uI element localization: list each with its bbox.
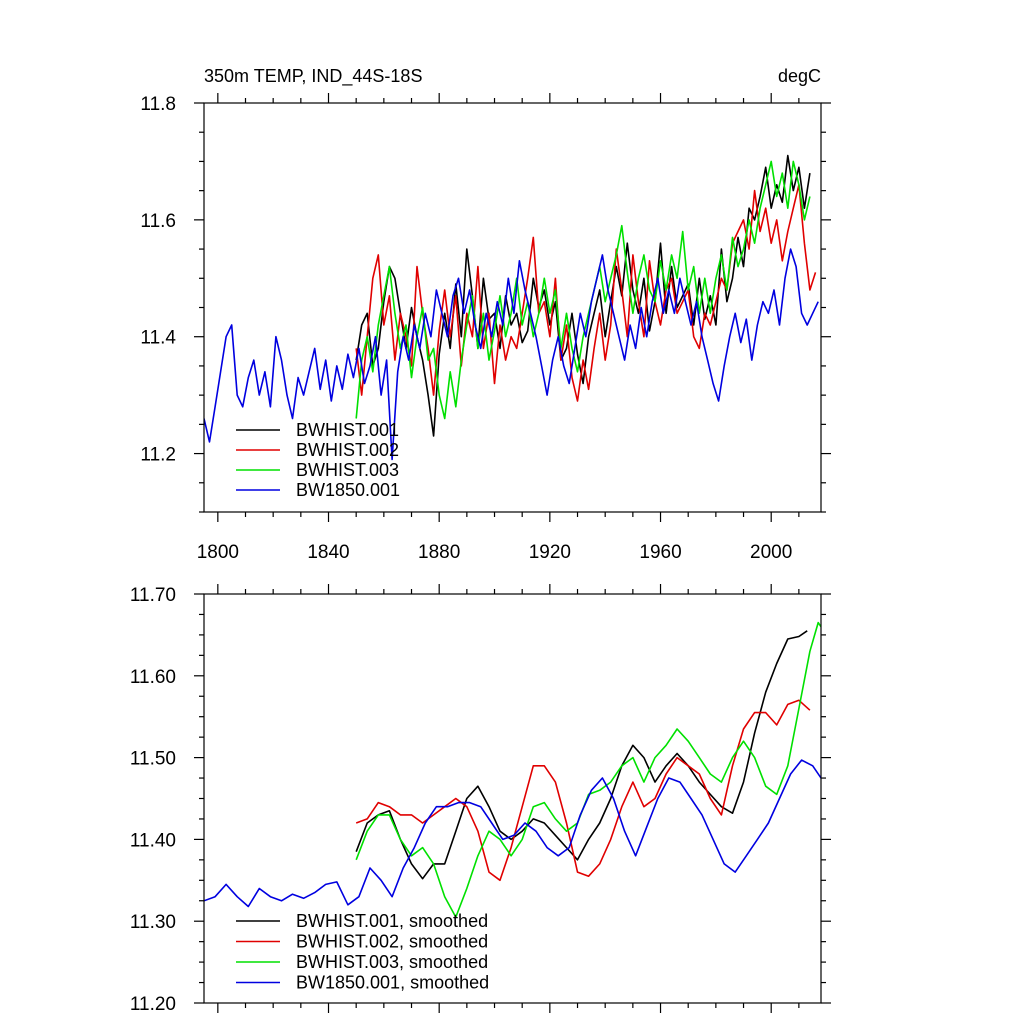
series-line-3 xyxy=(355,160,811,420)
y-tick-label: 11.50 xyxy=(130,749,176,770)
legend-label: BWHIST.003, smoothed xyxy=(296,952,488,972)
y-tick-label: 11.6 xyxy=(140,211,176,232)
legend-label: BW1850.001 xyxy=(296,480,400,500)
top-chart-title: 350m TEMP, IND_44S-18S xyxy=(204,66,422,87)
x-tick-label: 2000 xyxy=(750,542,792,563)
legend-label: BWHIST.002, smoothed xyxy=(296,932,488,952)
series-line-2 xyxy=(355,184,817,402)
x-tick-label: 1840 xyxy=(307,542,349,563)
y-tick-label: 11.40 xyxy=(130,830,176,851)
legend-label: BWHIST.001 xyxy=(296,420,399,440)
series-line-2 xyxy=(355,699,811,882)
y-tick-label: 11.4 xyxy=(140,328,176,349)
series-line-4 xyxy=(204,248,819,461)
legend-label: BWHIST.002 xyxy=(296,440,399,460)
y-tick-label: 11.60 xyxy=(130,667,176,688)
x-tick-label: 1960 xyxy=(639,542,681,563)
series-line-3 xyxy=(355,621,821,918)
x-tick-label: 1920 xyxy=(529,542,571,563)
series-lines xyxy=(204,154,819,461)
y-tick-label: 11.30 xyxy=(130,912,176,933)
series-line-4 xyxy=(204,759,821,908)
x-tick-label: 1800 xyxy=(197,542,239,563)
top-chart-units: degC xyxy=(778,66,821,86)
y-tick-label: 11.70 xyxy=(130,585,176,606)
legend-label: BWHIST.003 xyxy=(296,460,399,480)
tick-marks xyxy=(194,93,831,522)
tick-marks xyxy=(194,584,831,1013)
legend-label: BWHIST.001, smoothed xyxy=(296,911,488,931)
y-tick-label: 11.20 xyxy=(130,994,176,1015)
series-line-1 xyxy=(355,630,808,880)
legend-label: BW1850.001, smoothed xyxy=(296,973,489,993)
bottom-chart-panel: 11.20 11.30 11.40 11.50 11.60 11.70 BWHIST.001… xyxy=(130,584,831,1015)
series-line-1 xyxy=(355,154,811,437)
top-chart-panel: 11.2 11.4 11.6 11.8 1800 1840 1880 1920 1960 2000… xyxy=(140,93,831,563)
x-tick-label: 1880 xyxy=(418,542,460,563)
y-tick-label: 11.8 xyxy=(140,94,176,115)
series-lines xyxy=(204,621,821,918)
y-tick-label: 11.2 xyxy=(140,445,176,466)
